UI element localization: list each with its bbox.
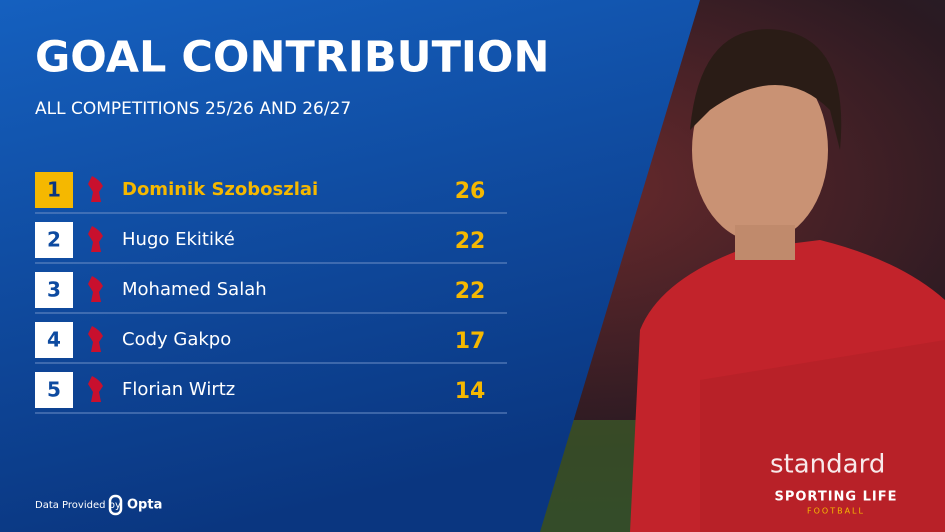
rank-box — [35, 372, 73, 408]
club-crest — [88, 226, 103, 252]
rank-box — [35, 272, 73, 308]
rank: 3 — [47, 278, 61, 302]
panel — [0, 0, 700, 532]
goal-contributions: 17 — [455, 329, 486, 354]
club-crest — [88, 376, 103, 402]
goal-contributions: 22 — [455, 229, 486, 254]
rank-box — [35, 172, 73, 208]
rank-box — [35, 222, 73, 258]
club-crest — [88, 276, 103, 302]
player: standard — [630, 29, 945, 532]
rank: 2 — [47, 228, 61, 252]
opta-logo — [108, 494, 123, 516]
player-name: Cody Gakpo — [122, 329, 231, 350]
player-name: Hugo Ekitiké — [122, 229, 235, 250]
player-name: Florian Wirtz — [122, 379, 235, 400]
shirt-sponsor: standard — [770, 450, 885, 480]
brand-sub: FOOTBALL — [807, 507, 865, 516]
goal-contributions: 26 — [455, 179, 486, 204]
club-crest — [88, 176, 103, 202]
player-name: Mohamed Salah — [122, 279, 267, 300]
rank: 4 — [47, 328, 61, 352]
goal-contributions: 14 — [455, 379, 486, 404]
player-name: Dominik Szoboszlai — [122, 179, 318, 200]
rank: 5 — [47, 378, 61, 402]
rank-box — [35, 322, 73, 358]
rank: 1 — [47, 178, 61, 202]
provider-label: Data Provided by — [35, 500, 121, 511]
subtitle: ALL COMPETITIONS 25/26 AND 26/27 — [35, 99, 351, 119]
table: 1 Dominik Szoboszlai 26 2 Hugo Ekitiké 22 3 Moh… — [35, 172, 507, 414]
provider: Opta — [127, 498, 162, 513]
club-crest — [88, 326, 103, 352]
goal-contributions: 22 — [455, 279, 486, 304]
brand: SPORTING LIFE — [774, 490, 897, 505]
title: GOAL CONTRIBUTION — [35, 33, 549, 83]
